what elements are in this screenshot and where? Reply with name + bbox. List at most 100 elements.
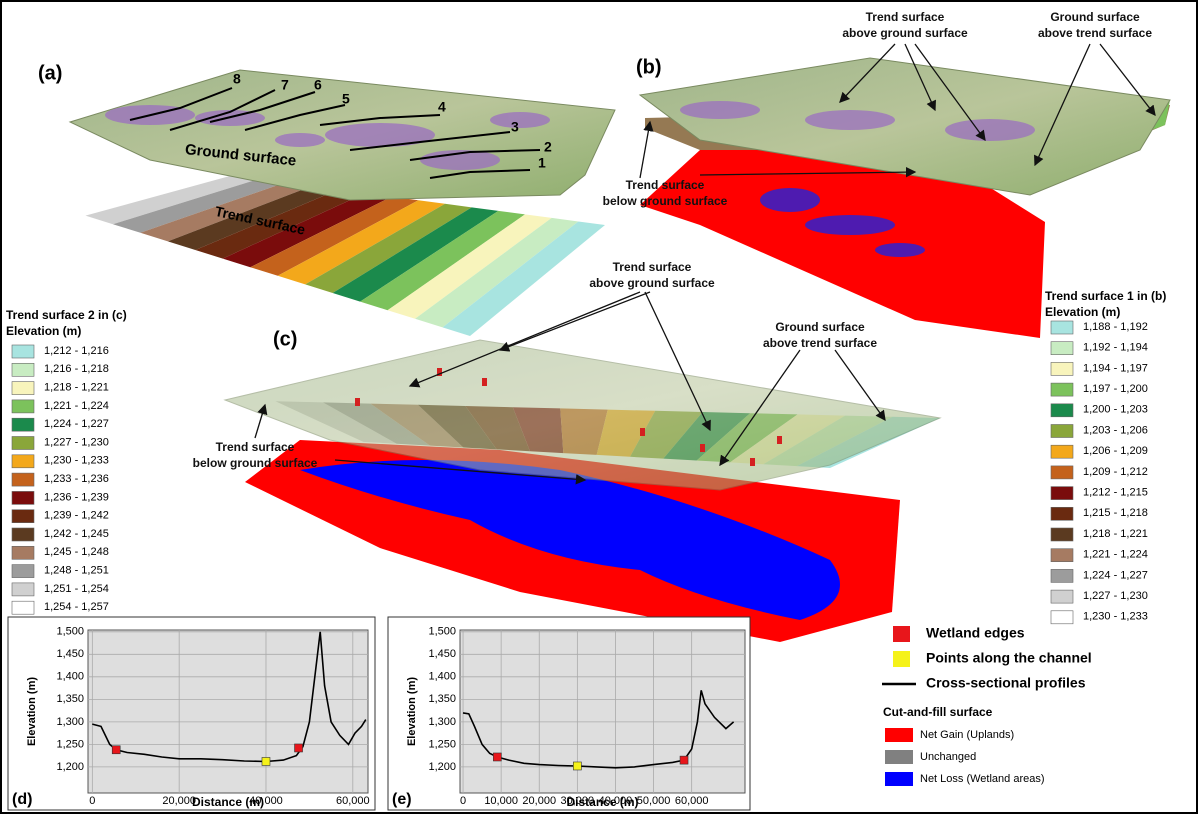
profile-number: 1 — [538, 155, 546, 171]
x-tick-label: 20,000 — [162, 795, 196, 807]
profile-number: 8 — [233, 71, 241, 87]
legend-swatch — [12, 601, 34, 614]
legend-label: 1,203 - 1,206 — [1083, 424, 1148, 436]
legend-label: 1,212 - 1,216 — [44, 345, 109, 357]
legend-title: Elevation (m) — [6, 324, 81, 338]
y-tick-label: 1,300 — [56, 716, 84, 728]
profile-marker — [573, 762, 581, 770]
legend-swatch — [12, 382, 34, 395]
x-axis-label: Distance (m) — [566, 795, 638, 809]
legend-label: Net Gain (Uplands) — [920, 729, 1014, 741]
legend-label: 1,209 - 1,212 — [1083, 466, 1148, 478]
y-tick-label: 1,350 — [56, 693, 84, 705]
x-tick-label: 50,000 — [637, 795, 671, 807]
legend-swatch — [885, 772, 913, 786]
legend-label: 1,242 - 1,245 — [44, 528, 109, 540]
legend-swatch — [1051, 569, 1073, 582]
legend-label: 1,248 - 1,251 — [44, 565, 109, 577]
legend-label: 1,224 - 1,227 — [1083, 569, 1148, 581]
legend-swatch — [1051, 404, 1073, 417]
legend-label: 1,245 - 1,248 — [44, 546, 109, 558]
x-tick-label: 0 — [460, 795, 466, 807]
annotation: above ground surface — [589, 276, 715, 290]
legend-label: 1,216 - 1,218 — [44, 363, 109, 375]
legend-label: 1,188 - 1,192 — [1083, 321, 1148, 333]
legend-label: Cross-sectional profiles — [926, 675, 1086, 691]
legend-swatch — [885, 750, 913, 764]
legend-label: 1,224 - 1,227 — [44, 418, 109, 430]
legend-label: 1,221 - 1,224 — [1083, 549, 1148, 561]
legend-swatch — [893, 626, 910, 642]
legend-swatch — [12, 363, 34, 376]
legend-swatch — [12, 546, 34, 559]
legend-swatch — [12, 473, 34, 486]
legend-title: Cut-and-fill surface — [883, 705, 993, 719]
legend-label: 1,218 - 1,221 — [1083, 528, 1148, 540]
x-tick-label: 60,000 — [675, 795, 709, 807]
legend-swatch — [12, 510, 34, 523]
legend-swatch — [1051, 487, 1073, 500]
legend-label: Points along the channel — [926, 650, 1092, 666]
legend-swatch — [1051, 445, 1073, 458]
figure: (a) (b) (c) 1 2 3 4 5 6 7 8 Ground surfa… — [0, 0, 1198, 814]
x-tick-label: 10,000 — [484, 795, 518, 807]
y-tick-label: 1,500 — [428, 626, 456, 638]
y-tick-label: 1,450 — [56, 648, 84, 660]
legend-swatch — [1051, 321, 1073, 334]
legend-label: 1,239 - 1,242 — [44, 510, 109, 522]
legend-swatch — [1051, 425, 1073, 438]
profile-marker — [112, 746, 120, 754]
profile-number: 4 — [438, 99, 446, 115]
legend-swatch — [12, 400, 34, 413]
legend-label: 1,200 - 1,203 — [1083, 404, 1148, 416]
annotation: above ground surface — [842, 26, 968, 40]
legend-label: 1,206 - 1,209 — [1083, 445, 1148, 457]
legend-swatch — [1051, 342, 1073, 355]
legend-label: 1,254 - 1,257 — [44, 601, 109, 613]
legend-swatch — [1051, 549, 1073, 562]
y-tick-label: 1,200 — [428, 761, 456, 773]
profile-number: 5 — [342, 91, 350, 107]
legend-swatch — [885, 728, 913, 742]
legend-swatch — [12, 437, 34, 450]
legend-swatch — [12, 345, 34, 358]
annotation: Trend surface — [613, 260, 692, 274]
profile-number: 6 — [314, 77, 322, 93]
y-tick-label: 1,200 — [56, 761, 84, 773]
y-tick-label: 1,350 — [428, 693, 456, 705]
legend-swatch — [1051, 528, 1073, 541]
profile-marker — [295, 744, 303, 752]
annotation: above trend surface — [1038, 26, 1152, 40]
panel-label: (b) — [636, 56, 662, 78]
annotation: Trend surface — [866, 10, 945, 24]
annotation: Ground surface — [775, 320, 865, 334]
y-tick-label: 1,300 — [428, 716, 456, 728]
legend-label: 1,218 - 1,221 — [44, 382, 109, 394]
legend-label: 1,230 - 1,233 — [44, 455, 109, 467]
y-axis-label: Elevation (m) — [26, 677, 38, 746]
annotation: above trend surface — [763, 336, 877, 350]
annotation: below ground surface — [193, 456, 318, 470]
legend-swatch — [893, 651, 910, 667]
legend-label: 1,215 - 1,218 — [1083, 507, 1148, 519]
legend-label: 1,236 - 1,239 — [44, 491, 109, 503]
legend-swatch — [1051, 466, 1073, 479]
legend-swatch — [1051, 507, 1073, 520]
legend-swatch — [12, 583, 34, 596]
profile-marker — [493, 753, 501, 761]
panel-label: (e) — [392, 791, 412, 808]
y-tick-label: 1,500 — [56, 626, 84, 638]
legend-label: 1,194 - 1,197 — [1083, 362, 1148, 374]
legend-swatch — [12, 528, 34, 541]
x-tick-label: 20,000 — [522, 795, 556, 807]
legend-swatch — [12, 565, 34, 578]
panel-label: (d) — [12, 791, 32, 808]
y-tick-label: 1,250 — [56, 738, 84, 750]
legend-label: 1,197 - 1,200 — [1083, 383, 1148, 395]
annotation: below ground surface — [603, 194, 728, 208]
profile-number: 2 — [544, 139, 552, 155]
legend-label: 1,233 - 1,236 — [44, 473, 109, 485]
legend-label: 1,251 - 1,254 — [44, 583, 109, 595]
y-axis-label: Elevation (m) — [406, 677, 418, 746]
legend-label: 1,192 - 1,194 — [1083, 342, 1148, 354]
